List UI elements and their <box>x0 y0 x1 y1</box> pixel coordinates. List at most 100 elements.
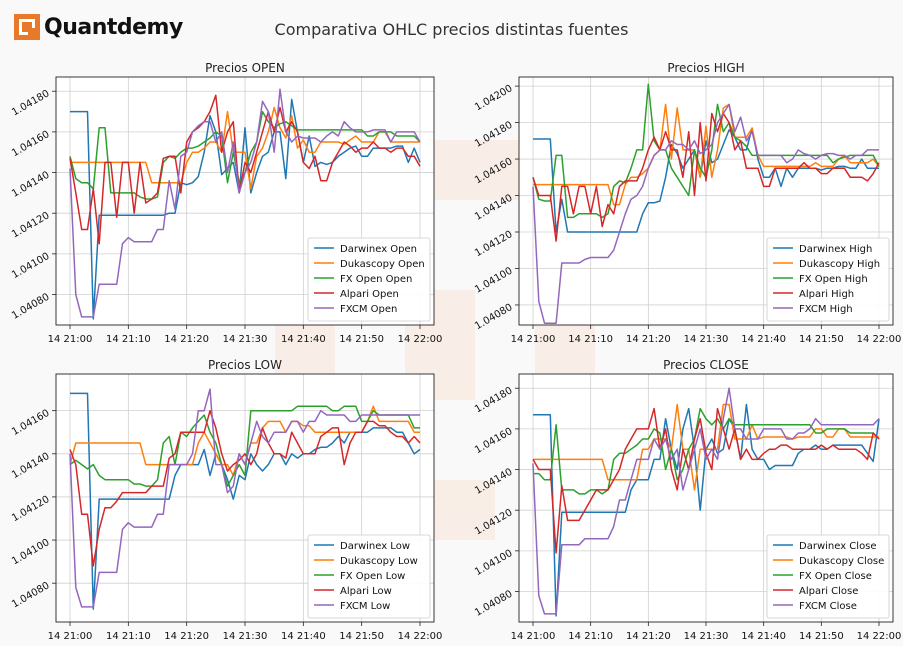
quantdemy-logo-icon <box>14 14 40 40</box>
x-tick-label: 14 21:10 <box>106 334 151 345</box>
x-tick-label: 14 21:50 <box>799 334 844 345</box>
legend-label: Dukascopy High <box>799 259 880 270</box>
y-tick-label: 1.04100 <box>473 548 514 578</box>
y-tick-label: 1.04140 <box>473 467 514 497</box>
x-tick-label: 14 22:00 <box>857 334 902 345</box>
legend-box <box>766 237 890 322</box>
legend-label: FXCM High <box>799 304 853 315</box>
x-tick-label: 14 21:10 <box>568 334 613 345</box>
y-tick-label: 1.04120 <box>473 229 514 259</box>
y-tick-label: 1.04160 <box>473 426 514 456</box>
plot-frame <box>518 373 894 623</box>
y-tick-label: 1.04080 <box>10 292 51 322</box>
series-line <box>532 387 880 615</box>
series-line <box>533 103 880 206</box>
chart-panel-1: 1.04080 1.04100 1.04120 1.04140 1.04160 1.041… <box>10 61 442 345</box>
series-line <box>69 405 420 487</box>
x-tick-label: 14 21:50 <box>339 334 384 345</box>
series-line <box>69 409 421 567</box>
y-tick-label: 1.04080 <box>473 302 514 332</box>
legend-label: Alpari High <box>799 289 854 300</box>
x-tick-label: 14 21:30 <box>684 334 729 345</box>
x-tick-label: 14 21:20 <box>626 334 671 345</box>
y-tick-label: 1.04120 <box>473 507 514 537</box>
y-tick-label: 1.04100 <box>10 251 51 281</box>
x-tick-label: 14 21:10 <box>568 631 613 642</box>
series-line <box>533 127 879 233</box>
series-line <box>532 103 879 324</box>
y-tick-label: 1.04200 <box>473 83 514 113</box>
x-tick-label: 14 21:30 <box>684 631 729 642</box>
figure-title: Comparativa OHLC precios distintas fuent… <box>274 20 629 39</box>
series-line <box>532 407 880 554</box>
series-line <box>69 94 421 245</box>
plot-frame <box>55 76 435 326</box>
legend-label: Darwinex Close <box>799 541 877 552</box>
chart-title: Precios CLOSE <box>663 358 749 372</box>
x-tick-label: 14 21:30 <box>223 334 268 345</box>
legend-label: Alpari Close <box>799 586 858 597</box>
plot-frame <box>518 76 894 326</box>
y-tick-label: 1.04120 <box>10 210 51 240</box>
y-tick-label: 1.04160 <box>10 408 51 438</box>
y-tick-label: 1.04180 <box>10 88 51 118</box>
brand-logo: Quantdemy <box>13 13 183 41</box>
legend-label: FX Open Close <box>799 571 872 582</box>
legend-label: FXCM Open <box>340 304 397 315</box>
chart-panel-2: 1.04080 1.04100 1.04120 1.04140 1.04160 1.041… <box>473 61 901 345</box>
y-tick-label: 1.04180 <box>473 385 514 415</box>
x-tick-label: 14 22:00 <box>857 631 902 642</box>
legend: Darwinex Close Dukascopy Close FX Open Clo… <box>766 534 890 619</box>
legend: Darwinex High Dukascopy High FX Open High A… <box>766 237 890 322</box>
chart-panel-4: 1.04080 1.04100 1.04120 1.04140 1.04160 1.041… <box>473 358 901 642</box>
x-tick-label: 14 21:20 <box>164 334 209 345</box>
legend-label: Darwinex Open <box>340 244 417 255</box>
legend-label: FXCM Close <box>799 601 857 612</box>
x-tick-label: 14 21:00 <box>511 334 556 345</box>
x-tick-label: 14 22:00 <box>398 631 443 642</box>
y-tick-label: 1.04120 <box>10 494 51 524</box>
x-tick-label: 14 21:40 <box>281 631 326 642</box>
legend-label: Dukascopy Close <box>799 556 884 567</box>
x-tick-label: 14 21:00 <box>48 334 93 345</box>
y-tick-label: 1.04140 <box>10 451 51 481</box>
x-tick-label: 14 21:20 <box>164 631 209 642</box>
x-tick-label: 14 21:50 <box>339 631 384 642</box>
x-tick-label: 14 21:00 <box>48 631 93 642</box>
x-tick-label: 14 21:40 <box>281 334 326 345</box>
legend-label: Alpari Open <box>340 289 399 300</box>
y-tick-label: 1.04180 <box>473 120 514 150</box>
legend-label: Dukascopy Low <box>340 556 418 567</box>
legend-label: Darwinex Low <box>340 541 410 552</box>
y-tick-label: 1.04100 <box>10 537 51 567</box>
legend-label: FX Open Low <box>340 571 405 582</box>
legend-label: Dukascopy Open <box>340 259 425 270</box>
legend-box <box>766 534 890 619</box>
series-line <box>532 112 880 242</box>
legend-label: FX Open Open <box>340 274 412 285</box>
chart-title: Precios OPEN <box>205 61 285 75</box>
plot-frame <box>55 373 435 623</box>
chart-panel-3: 1.04080 1.04100 1.04120 1.04140 1.04160 14 21… <box>10 358 442 642</box>
chart-title: Precios HIGH <box>667 61 744 75</box>
legend-box <box>307 534 431 619</box>
series-line <box>70 98 421 320</box>
x-tick-label: 14 21:20 <box>626 631 671 642</box>
y-tick-label: 1.04080 <box>10 580 51 610</box>
series-line <box>533 407 880 495</box>
legend-label: FXCM Low <box>340 601 390 612</box>
y-tick-label: 1.04140 <box>10 170 51 200</box>
y-tick-label: 1.04160 <box>473 156 514 186</box>
x-tick-label: 14 21:40 <box>741 334 786 345</box>
y-tick-label: 1.04080 <box>473 589 514 619</box>
x-tick-label: 14 22:00 <box>398 334 443 345</box>
x-tick-label: 14 21:40 <box>741 631 786 642</box>
brand-name: Quantdemy <box>44 14 183 40</box>
series-line <box>69 388 420 608</box>
legend-label: FX Open High <box>799 274 868 285</box>
x-tick-label: 14 21:10 <box>106 631 151 642</box>
x-tick-label: 14 21:50 <box>799 631 844 642</box>
legend: Darwinex Open Dukascopy Open FX Open Open A… <box>307 237 431 322</box>
chart-title: Precios LOW <box>208 358 282 372</box>
